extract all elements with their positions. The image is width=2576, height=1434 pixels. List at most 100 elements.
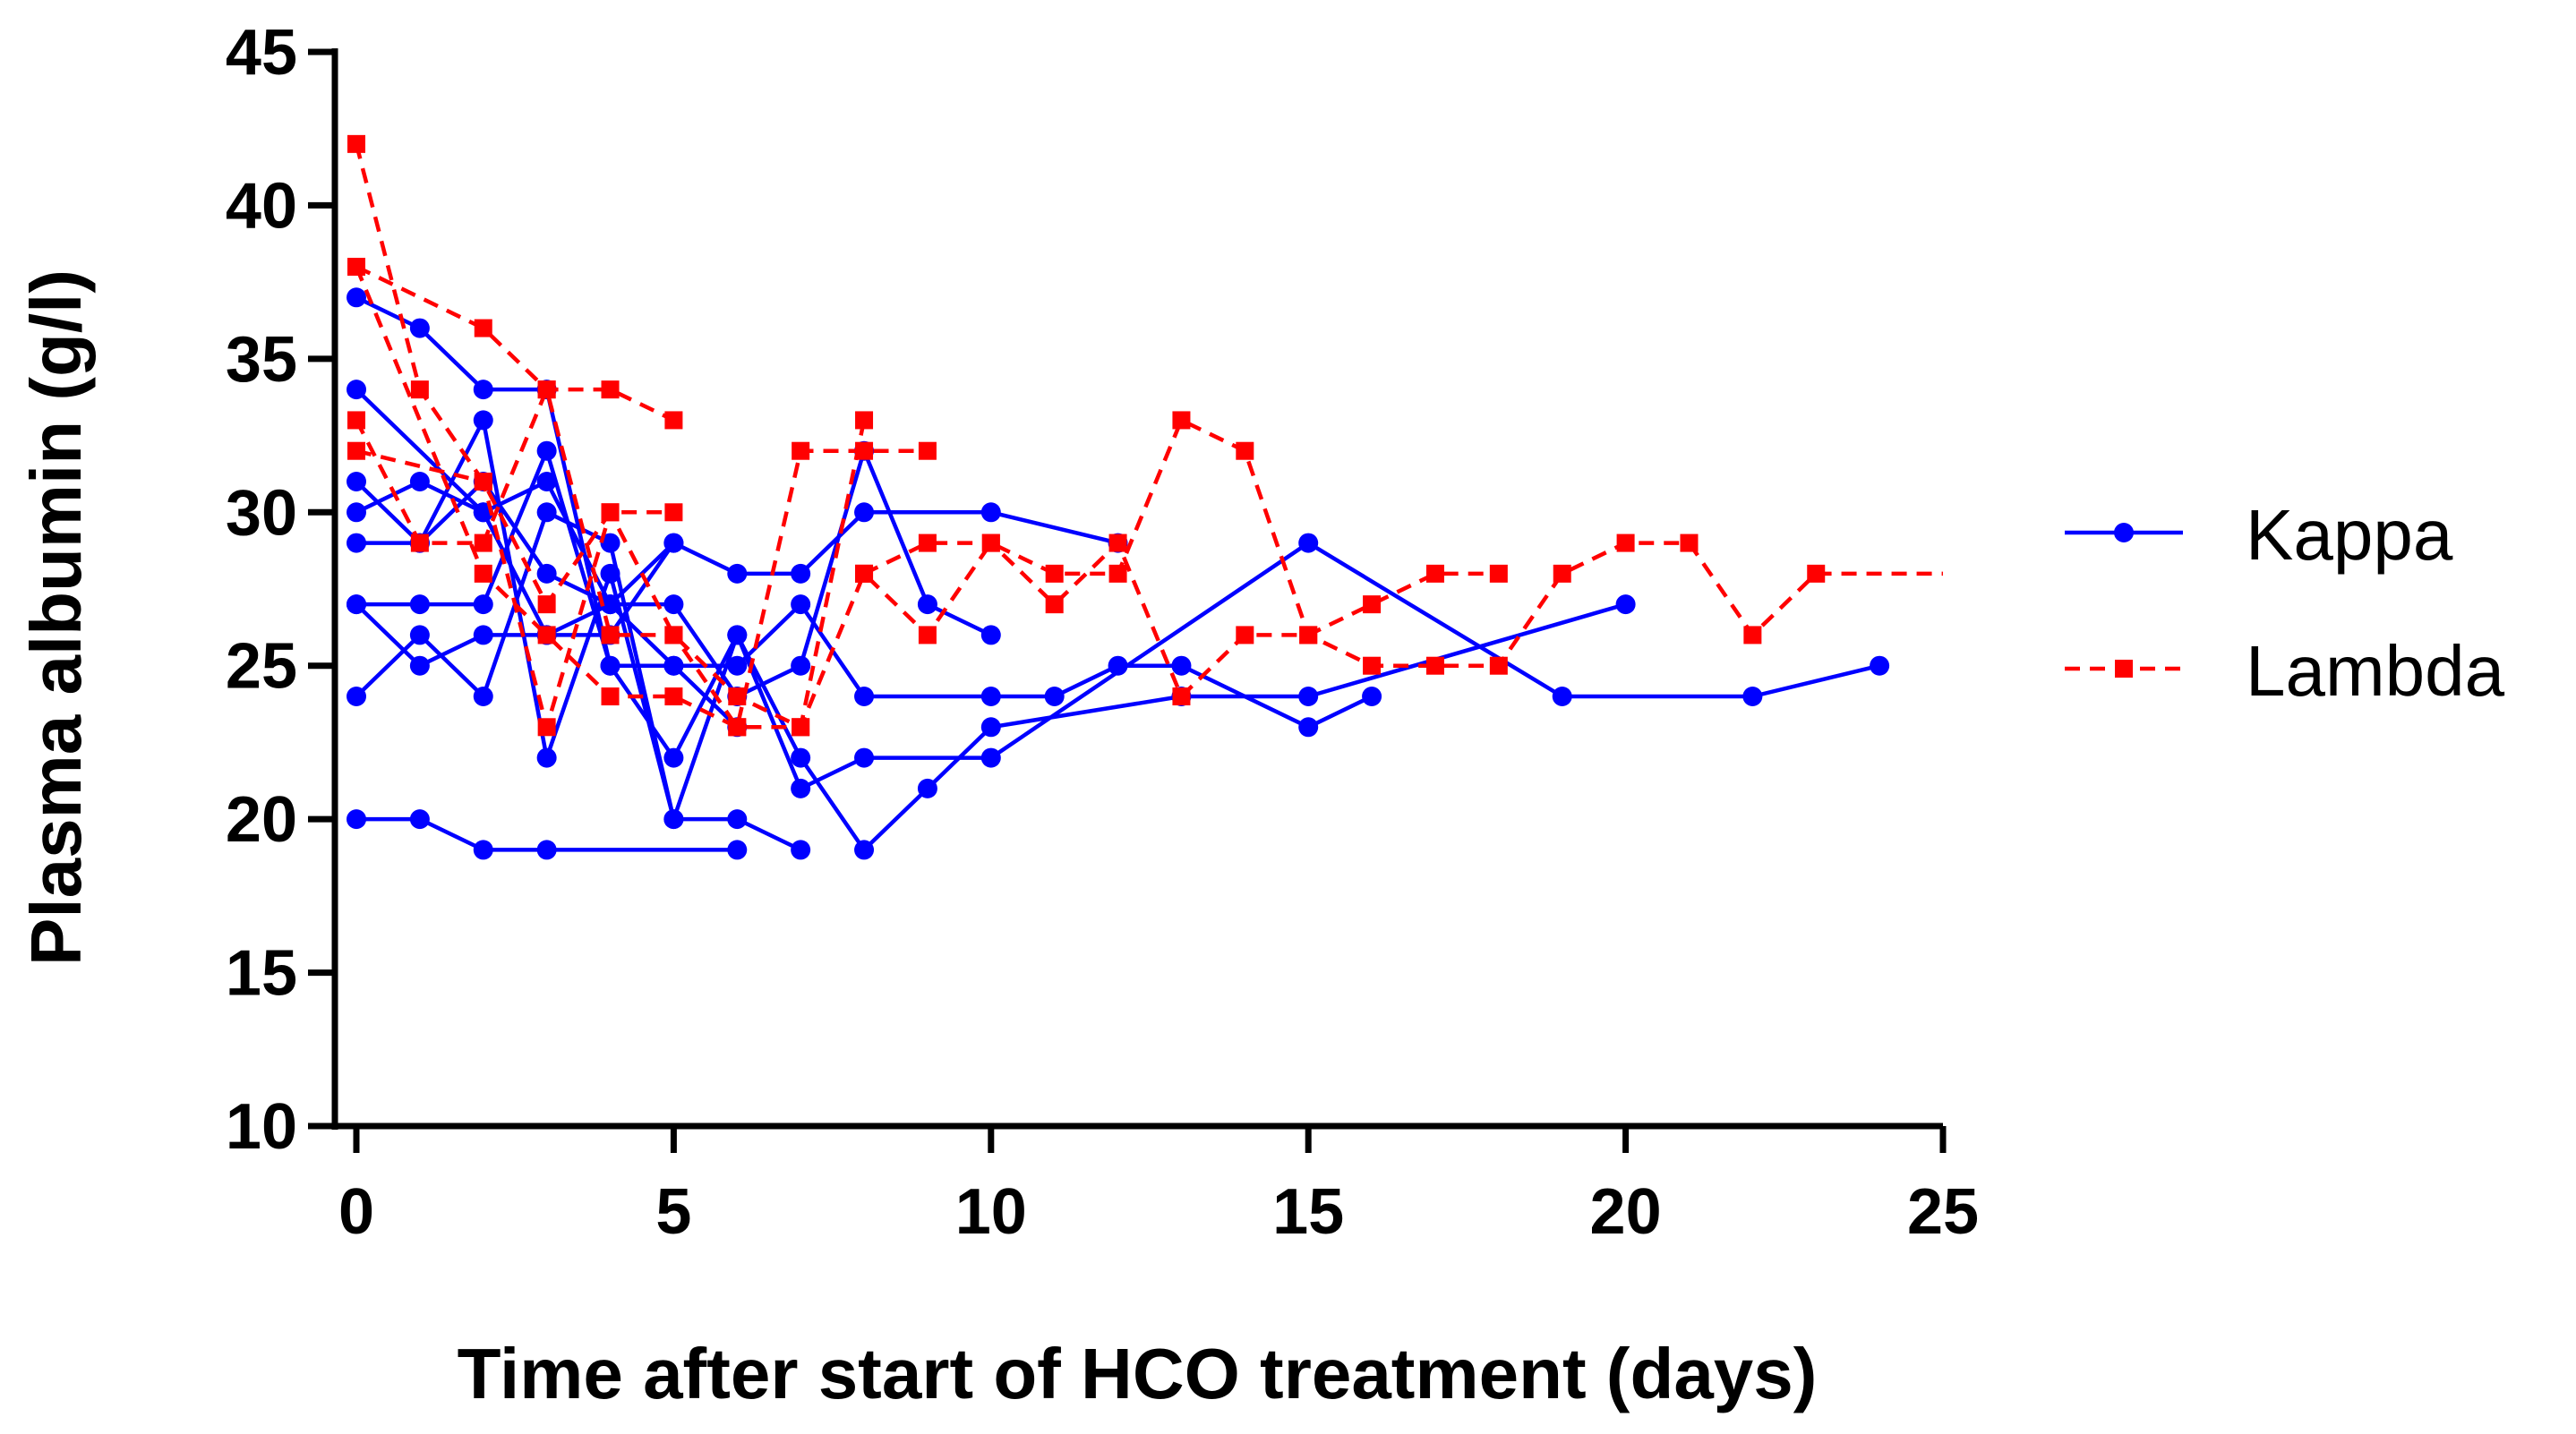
kappa-data-point — [980, 687, 1001, 706]
lambda-data-point — [474, 473, 492, 491]
kappa-data-point — [791, 563, 811, 584]
kappa-data-point — [663, 533, 684, 553]
lambda-data-point — [347, 441, 365, 460]
y-tick-label: 20 — [226, 784, 297, 856]
kappa-data-point — [347, 533, 366, 553]
x-tick-label: 15 — [1272, 1176, 1344, 1248]
kappa-data-point — [600, 594, 620, 615]
lambda-data-point — [855, 564, 874, 583]
kappa-data-point — [347, 809, 366, 830]
kappa-data-point — [791, 655, 811, 676]
kappa-series-line — [355, 510, 1627, 852]
lambda-data-point — [1553, 564, 1571, 583]
kappa-data-point — [1298, 717, 1319, 738]
kappa-data-point — [473, 594, 493, 615]
axes: 0 5 10 15 20 25 10 15 20 25 30 35 40 45 — [226, 17, 1979, 1248]
lambda-data-point — [1236, 441, 1254, 460]
lambda-series-line — [354, 143, 674, 607]
kappa-data-point — [473, 380, 493, 400]
kappa-data-point — [1171, 655, 1192, 676]
lambda-series-line — [354, 266, 1943, 730]
kappa-series-line — [355, 388, 992, 699]
series-layer — [347, 134, 1943, 860]
kappa-series-line — [356, 448, 1880, 791]
kappa-data-point — [409, 594, 430, 615]
lambda-series-line — [355, 419, 867, 730]
lambda-data-point — [347, 411, 365, 430]
lambda-data-point — [1363, 656, 1382, 675]
kappa-data-point — [980, 502, 1001, 523]
lambda-data-point — [601, 626, 620, 644]
kappa-data-point — [663, 594, 684, 615]
kappa-data-point — [536, 502, 557, 523]
y-tick-label: 30 — [226, 477, 297, 549]
legend-item-kappa: Kappa — [2065, 495, 2453, 575]
y-tick-label: 45 — [226, 17, 297, 89]
x-tick-label: 0 — [338, 1176, 374, 1248]
lambda-data-point — [347, 134, 365, 153]
kappa-data-point — [980, 747, 1001, 768]
x-tick-label: 25 — [1907, 1176, 1979, 1248]
plot-area — [347, 134, 1943, 860]
kappa-data-point — [1362, 687, 1382, 706]
lambda-data-point — [1743, 626, 1762, 644]
lambda-data-point — [537, 595, 556, 614]
legend-label: Lambda — [2246, 631, 2505, 711]
kappa-data-point — [791, 778, 811, 798]
kappa-data-point — [663, 747, 684, 768]
lambda-data-point — [664, 503, 683, 522]
kappa-data-point — [791, 747, 811, 768]
lambda-data-point — [474, 319, 492, 337]
lambda-data-point — [1108, 564, 1127, 583]
kappa-data-point — [536, 747, 557, 768]
kappa-data-point — [663, 655, 684, 676]
kappa-data-point — [1615, 594, 1636, 615]
lambda-data-point — [1172, 687, 1191, 705]
lambda-data-point — [1299, 626, 1318, 644]
lambda-data-point — [1425, 564, 1444, 583]
y-tick-label: 10 — [226, 1091, 297, 1163]
lambda-data-point — [601, 380, 620, 399]
kappa-data-point — [347, 687, 366, 706]
lambda-series — [347, 411, 874, 737]
lambda-data-point — [792, 441, 810, 460]
kappa-data-point — [980, 717, 1001, 738]
kappa-data-point — [1298, 687, 1319, 706]
lambda-data-point — [537, 380, 556, 399]
kappa-data-point — [473, 410, 493, 431]
kappa-data-point — [980, 625, 1001, 645]
lambda-data-point — [664, 411, 683, 430]
lambda-data-point — [537, 626, 556, 644]
kappa-data-point — [1870, 655, 1890, 676]
lambda-data-point — [410, 533, 429, 552]
y-tick-label: 35 — [226, 324, 297, 396]
lambda-data-point — [918, 441, 937, 460]
kappa-data-point — [1298, 533, 1319, 553]
lambda-series-line — [355, 264, 675, 423]
legend-item-lambda: Lambda — [2065, 631, 2505, 711]
lambda-series — [347, 258, 683, 430]
kappa-data-point — [600, 655, 620, 676]
lambda-data-point — [1363, 595, 1382, 614]
lambda-data-point — [1807, 564, 1826, 583]
kappa-data-point — [917, 778, 937, 798]
x-tick-label: 20 — [1590, 1176, 1662, 1248]
kappa-data-point — [347, 594, 366, 615]
kappa-data-point — [791, 594, 811, 615]
lambda-data-point — [664, 626, 683, 644]
kappa-data-point — [347, 502, 366, 523]
kappa-data-point — [536, 440, 557, 461]
lambda-data-point — [918, 533, 937, 552]
kappa-data-point — [536, 472, 557, 491]
kappa-data-point — [854, 840, 875, 860]
kappa-data-point — [854, 687, 875, 706]
kappa-data-point — [536, 563, 557, 584]
legend-marker — [2114, 523, 2134, 542]
kappa-series — [347, 502, 1636, 860]
kappa-data-point — [473, 840, 493, 860]
kappa-data-point — [409, 625, 430, 645]
x-axis-title: Time after start of HCO treatment (days) — [458, 1334, 1818, 1413]
lambda-data-point — [855, 411, 874, 430]
lambda-data-point — [1616, 533, 1635, 552]
kappa-data-point — [600, 533, 620, 553]
